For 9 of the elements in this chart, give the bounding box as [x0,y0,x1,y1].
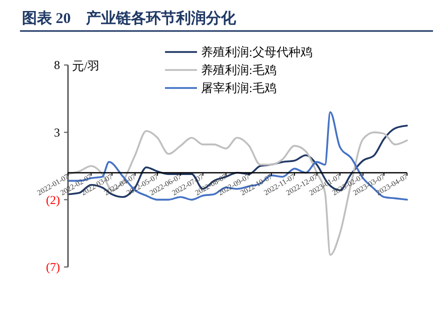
chart-title: 图表 20 产业链各环节利润分化 [22,9,237,27]
y-tick-label: (2) [46,192,60,207]
y-tick-label: 3 [54,126,60,140]
legend-label: 养殖利润:毛鸡 [201,63,276,78]
y-tick-label: (7) [46,260,60,274]
legend-label: 养殖利润:父母代种鸡 [201,45,312,60]
legend-label: 屠宰利润:毛鸡 [201,81,276,96]
y-axis-title: 元/羽 [72,59,100,73]
y-tick-label: 8 [54,58,60,72]
